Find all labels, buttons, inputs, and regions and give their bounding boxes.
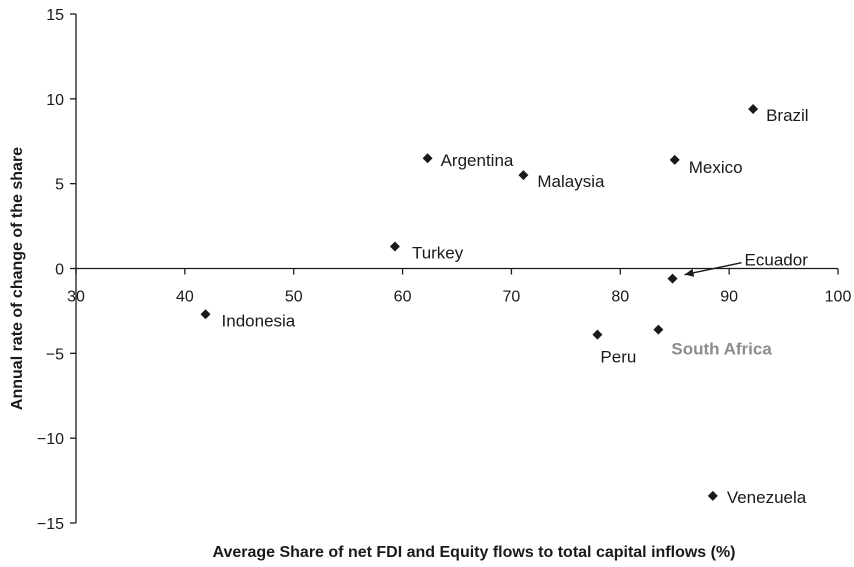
data-point-indonesia <box>200 309 211 320</box>
y-tick-label: 5 <box>55 177 64 194</box>
data-point-mexico <box>669 154 680 165</box>
x-tick-label: 80 <box>611 289 629 306</box>
x-tick-label: 30 <box>67 289 85 306</box>
point-label-peru: Peru <box>600 348 636 367</box>
data-point-brazil <box>748 104 759 115</box>
point-label-turkey: Turkey <box>412 243 464 262</box>
point-label-indonesia: Indonesia <box>222 311 296 330</box>
ecuador-leader-line <box>684 261 742 276</box>
point-label-argentina: Argentina <box>441 151 514 170</box>
data-point-peru <box>592 329 603 340</box>
data-point-ecuador <box>667 273 678 284</box>
point-label-brazil: Brazil <box>766 106 809 125</box>
y-tick-label: 0 <box>55 262 64 279</box>
y-axis-title: Annual rate of change of the share <box>9 147 26 410</box>
y-tick-label: −15 <box>37 516 64 533</box>
x-tick-label: 40 <box>176 289 194 306</box>
point-label-ecuador: Ecuador <box>745 251 809 270</box>
data-point-venezuela <box>707 490 718 501</box>
y-tick-label: 10 <box>46 92 64 109</box>
x-tick-label: 60 <box>394 289 412 306</box>
ecuador-arrowhead <box>684 268 695 277</box>
y-tick-label: 15 <box>46 7 64 24</box>
x-tick-label: 100 <box>825 289 852 306</box>
x-axis-title: Average Share of net FDI and Equity flow… <box>212 544 735 561</box>
x-tick-label: 70 <box>503 289 521 306</box>
data-point-south-africa <box>653 324 664 335</box>
x-tick-label: 90 <box>720 289 738 306</box>
data-point-malaysia <box>518 170 529 181</box>
point-label-mexico: Mexico <box>689 158 743 177</box>
data-points <box>200 104 759 501</box>
y-tick-label: −5 <box>46 346 64 363</box>
data-point-turkey <box>389 241 400 252</box>
point-label-venezuela: Venezuela <box>727 488 807 507</box>
y-tick-label: −10 <box>37 431 64 448</box>
point-labels: Brazil Argentina Mexico Malaysia Turkey Ecuad… <box>222 106 809 507</box>
point-label-south-africa: South Africa <box>671 340 772 359</box>
x-tick-label: 50 <box>285 289 303 306</box>
point-label-malaysia: Malaysia <box>537 172 605 191</box>
data-point-argentina <box>422 153 433 164</box>
